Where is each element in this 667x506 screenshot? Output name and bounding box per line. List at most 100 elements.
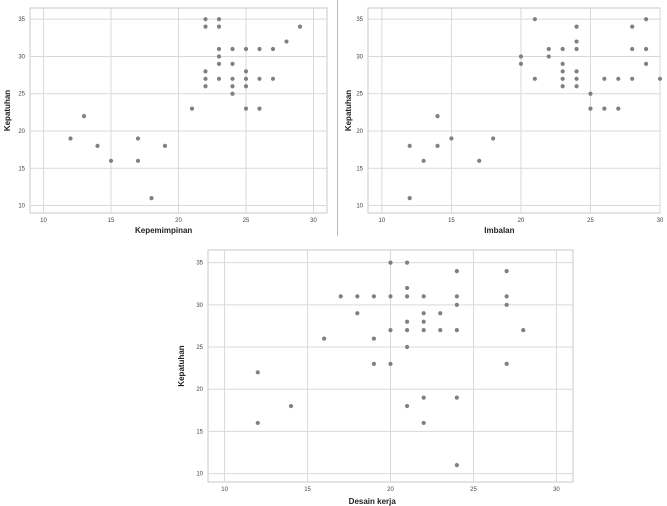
- x-tick-label: 25: [587, 218, 594, 224]
- data-point: [404, 328, 410, 333]
- data-point: [574, 24, 579, 29]
- data-point: [404, 285, 410, 291]
- data-point: [435, 143, 440, 149]
- y-tick-label: 30: [18, 54, 25, 60]
- data-point: [518, 61, 524, 67]
- y-tick-label: 20: [196, 387, 203, 393]
- data-point: [421, 420, 426, 426]
- data-point: [560, 76, 565, 81]
- data-point: [288, 403, 294, 409]
- data-point: [216, 17, 222, 22]
- data-point: [135, 136, 141, 141]
- y-tick-label: 35: [196, 261, 203, 267]
- data-point: [421, 294, 426, 299]
- data-point: [657, 76, 663, 81]
- y-axis-label: Kepatuhan: [344, 90, 353, 131]
- y-tick-label: 25: [356, 92, 363, 98]
- data-point: [149, 195, 154, 201]
- y-tick-label: 25: [196, 345, 203, 351]
- data-point: [477, 158, 482, 163]
- x-axis-label: Kepemimpinan: [135, 226, 192, 235]
- data-point: [560, 69, 565, 74]
- data-point: [216, 76, 222, 81]
- y-axis-label: Kepatuhan: [3, 90, 12, 131]
- data-point: [216, 46, 222, 52]
- data-point: [630, 24, 635, 29]
- data-point: [230, 84, 235, 89]
- data-point: [371, 361, 377, 366]
- data-point: [203, 69, 208, 74]
- data-point: [108, 158, 114, 163]
- data-point: [68, 136, 73, 141]
- data-point: [255, 420, 260, 426]
- data-point: [630, 76, 635, 81]
- data-point: [216, 54, 222, 59]
- scatter-chart-kepemimpinan: 10 15 20 25 30 10 15 20 25 30 35 Kepemimpinan Kepatu…: [3, 7, 328, 235]
- x-tick-label: 20: [518, 218, 525, 224]
- data-point: [454, 302, 459, 307]
- data-point: [255, 370, 260, 375]
- data-point: [243, 76, 249, 81]
- data-point: [435, 113, 440, 119]
- data-point: [504, 268, 509, 274]
- y-tick-label: 15: [356, 166, 363, 172]
- data-point: [574, 39, 579, 44]
- data-point: [421, 328, 426, 333]
- x-tick-label: 15: [108, 218, 115, 224]
- data-point: [438, 311, 443, 316]
- data-point: [602, 106, 607, 111]
- data-point: [404, 403, 410, 409]
- y-tick-label: 20: [18, 129, 25, 135]
- x-tick-label: 10: [379, 218, 386, 224]
- data-point: [574, 46, 579, 52]
- data-point: [454, 328, 459, 333]
- data-point: [257, 46, 262, 52]
- data-point: [257, 76, 262, 81]
- x-tick-label: 20: [175, 218, 182, 224]
- data-point: [454, 294, 459, 299]
- x-tick-label: 15: [304, 487, 311, 493]
- x-tick-label: 25: [470, 487, 477, 493]
- data-point: [388, 361, 393, 366]
- x-tick-label: 10: [40, 218, 47, 224]
- data-point: [574, 76, 579, 81]
- data-point: [203, 17, 208, 22]
- data-point: [643, 46, 649, 52]
- data-point: [546, 46, 551, 52]
- data-point: [216, 61, 222, 67]
- panel-divider-vertical: [337, 0, 338, 236]
- scatter-chart-desain-kerja: 10 15 20 25 30 10 15 20 25 30 35 Desain kerja Kepatu…: [177, 249, 574, 506]
- y-tick-label: 25: [18, 92, 25, 98]
- data-point: [243, 84, 249, 89]
- data-point: [230, 61, 235, 67]
- y-tick-label: 15: [196, 429, 203, 435]
- data-point: [322, 336, 327, 341]
- data-point: [338, 294, 343, 299]
- data-point: [454, 463, 459, 468]
- data-point: [355, 294, 360, 299]
- data-point: [532, 76, 537, 81]
- data-point: [504, 294, 509, 299]
- data-point: [203, 84, 208, 89]
- data-point: [297, 24, 303, 29]
- data-point: [454, 268, 459, 274]
- data-point: [546, 54, 551, 59]
- x-tick-label: 10: [221, 487, 228, 493]
- x-tick-label: 30: [553, 487, 560, 493]
- data-point: [243, 69, 249, 74]
- x-tick-label: 15: [448, 218, 455, 224]
- x-tick-label: 25: [243, 218, 250, 224]
- x-axis-label: Desain kerja: [349, 497, 397, 506]
- data-point: [560, 46, 565, 52]
- data-point: [588, 91, 593, 96]
- data-point: [574, 84, 579, 89]
- x-tick-label: 30: [310, 218, 317, 224]
- data-point: [421, 311, 426, 316]
- data-point: [371, 294, 377, 299]
- data-point: [404, 260, 410, 265]
- y-tick-label: 20: [356, 129, 363, 135]
- y-tick-label: 30: [196, 303, 203, 309]
- data-point: [438, 328, 443, 333]
- data-point: [371, 336, 377, 341]
- data-point: [574, 69, 579, 74]
